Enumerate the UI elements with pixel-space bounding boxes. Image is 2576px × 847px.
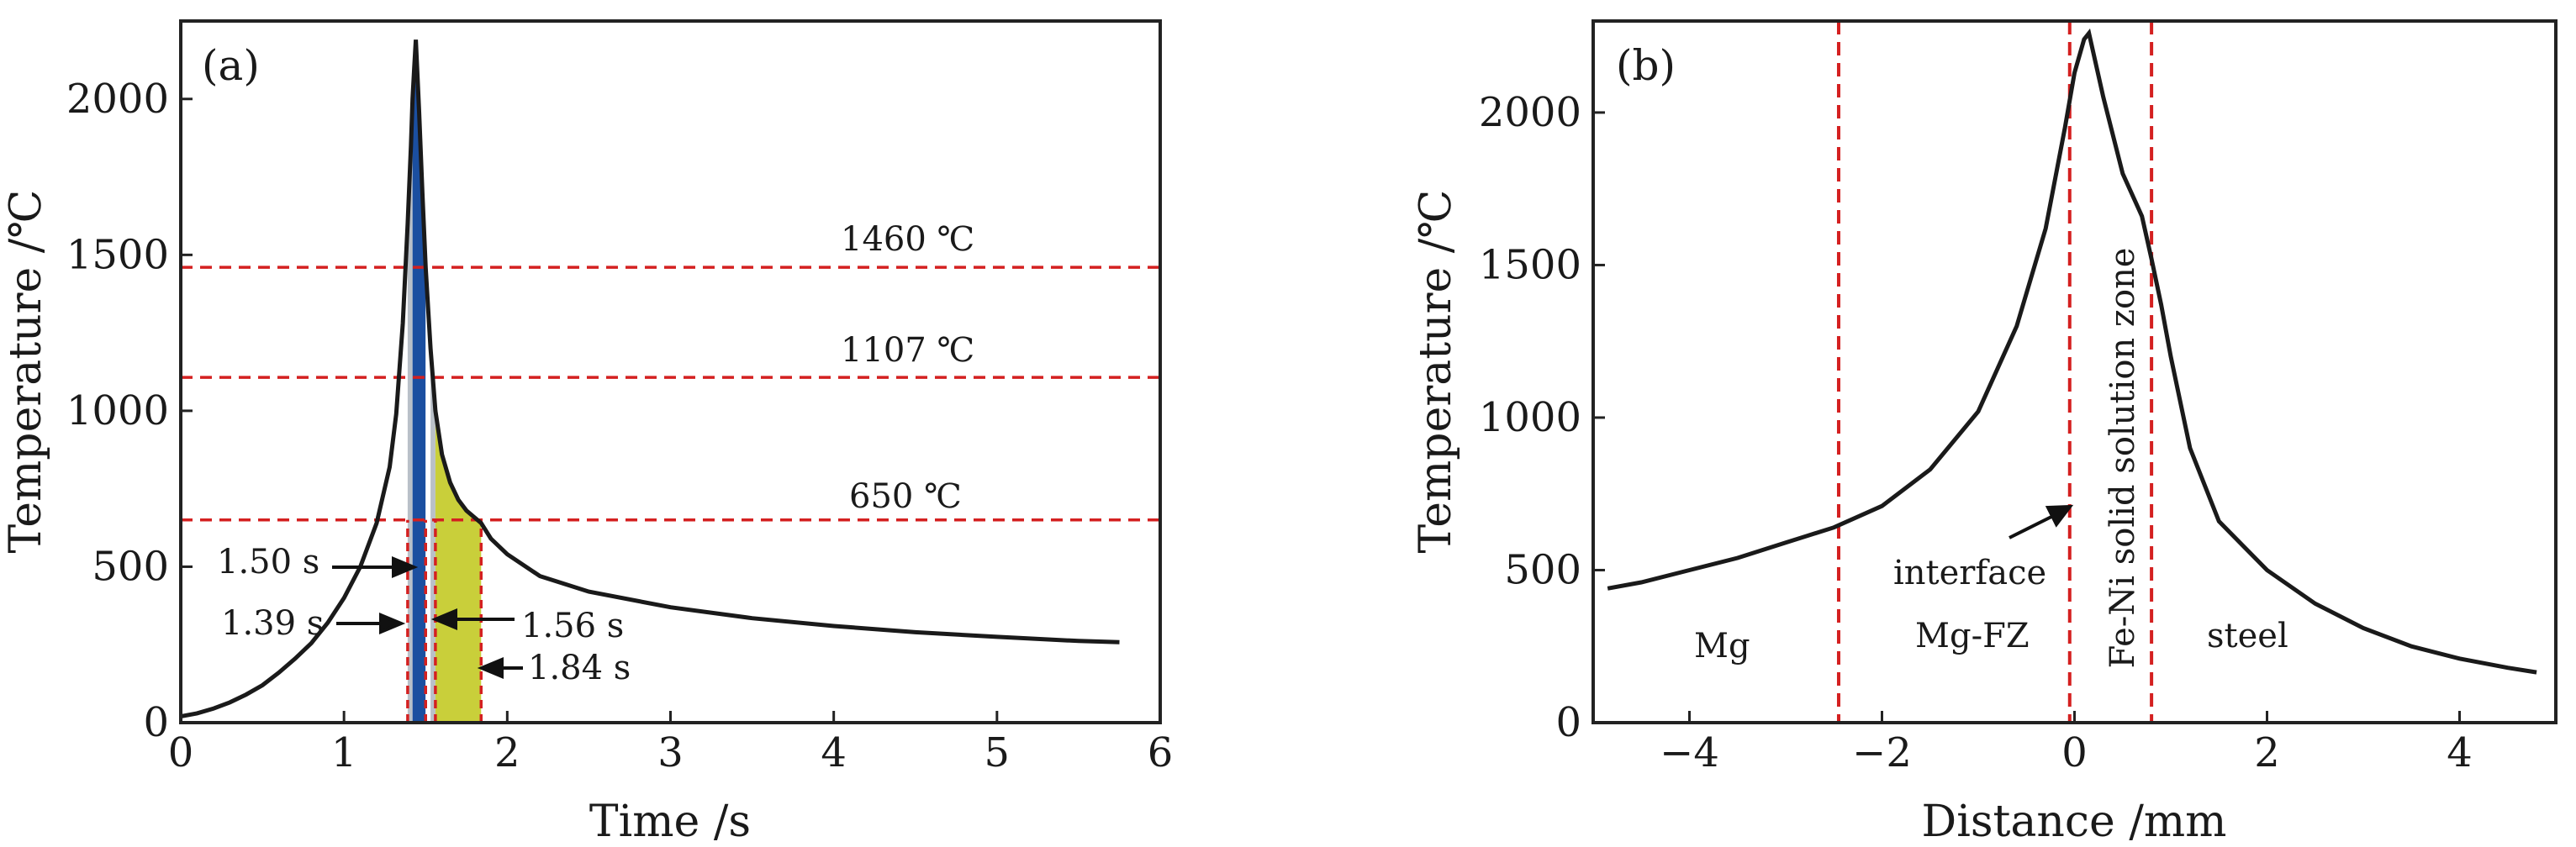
region-label-mg-fz: Mg-FZ	[1915, 617, 2030, 655]
b-xtick-label: 0	[2061, 729, 2088, 776]
horizontal-guides-a	[181, 266, 1160, 522]
vertical-guides-a	[406, 519, 483, 723]
hline-label-1460: 1460 ℃	[841, 220, 974, 259]
temperature-curve-a	[180, 39, 1120, 719]
ticks-a: 0 1 2 3 4 5 6 0 500 1000 1500 2000	[66, 76, 1173, 776]
annotation-1-50s: 1.50 s	[217, 543, 319, 581]
b-xtick-label: 2	[2254, 729, 2280, 776]
a-ytick-label: 1500	[66, 231, 169, 278]
b-ytick-label: 1500	[1479, 241, 1581, 288]
a-ytick-label: 0	[143, 699, 169, 746]
hline-label-650: 650 ℃	[849, 477, 962, 516]
panel-label-a: (a)	[202, 41, 260, 90]
b-xtick-label: −4	[1660, 729, 1719, 776]
x-axis-title-a: Time /s	[589, 797, 751, 847]
plot-frame-a	[179, 19, 1162, 724]
y-axis-title-a: Temperature /℃	[1, 190, 51, 554]
b-xtick-label: 4	[2447, 729, 2473, 776]
panel-b: −4 −2 0 2 4 0 500 1000 1500 2000 (b) Mg interface…	[1411, 19, 2558, 847]
a-ytick-label: 2000	[66, 76, 169, 123]
interface-arrow	[2009, 504, 2074, 539]
region-label-mg: Mg	[1694, 627, 1750, 666]
ticks-b: −4 −2 0 2 4 0 500 1000 1500 2000	[1479, 89, 2473, 776]
annotation-1-84s: 1.84 s	[528, 649, 631, 687]
region-label-fe-ni: Fe-Ni solid solution zone	[2104, 248, 2142, 669]
temperature-curve-b	[1607, 28, 2537, 675]
b-ytick-label: 1000	[1479, 394, 1581, 441]
a-xtick-label: 4	[821, 729, 847, 776]
a-xtick-label: 5	[984, 729, 1011, 776]
a-ytick-label: 1000	[66, 387, 169, 434]
a-xtick-label: 1	[331, 729, 357, 776]
y-axis-title-b: Temperature /℃	[1411, 190, 1461, 554]
b-ytick-label: 500	[1504, 546, 1581, 593]
shaded-yellow-region	[435, 410, 482, 723]
a-xtick-label: 6	[1148, 729, 1174, 776]
a-xtick-label: 3	[657, 729, 684, 776]
b-xtick-label: −2	[1852, 729, 1912, 776]
annotation-arrows-a	[332, 556, 523, 679]
b-ytick-label: 0	[1555, 699, 1581, 746]
plot-frame-b	[1592, 19, 2558, 724]
panel-label-b: (b)	[1616, 41, 1676, 90]
vertical-guides-b	[1836, 21, 2154, 723]
annotation-1-39s: 1.39 s	[221, 604, 324, 643]
region-label-steel: steel	[2207, 617, 2288, 655]
b-ytick-label: 2000	[1479, 89, 1581, 136]
a-xtick-label: 0	[168, 729, 194, 776]
hline-label-1107: 1107 ℃	[841, 331, 974, 370]
shaded-white-band	[425, 267, 431, 723]
a-xtick-label: 2	[494, 729, 520, 776]
region-label-interface: interface	[1893, 554, 2046, 592]
x-axis-title-b: Distance /mm	[1922, 797, 2227, 847]
a-ytick-label: 500	[92, 543, 169, 590]
annotation-1-56s: 1.56 s	[521, 607, 624, 645]
panel-a: 0 1 2 3 4 5 6 0 500 1000 1500 2000 (a) 1460 ℃ 1107 …	[1, 19, 1173, 847]
